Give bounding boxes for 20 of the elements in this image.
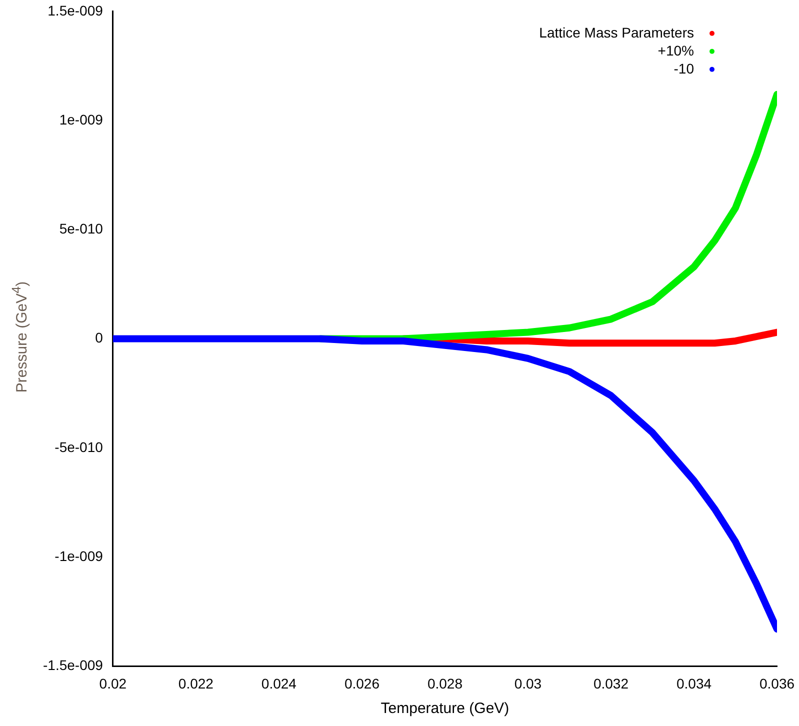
y-tick-label: -1.5e-009 (42, 657, 104, 674)
legend-label: Lattice Mass Parameters (539, 24, 694, 40)
y-tick-label: 5e-010 (59, 220, 104, 237)
legend-label: +10% (658, 42, 694, 58)
y-tick-label: 1e-009 (59, 111, 104, 128)
x-tick-label: 0.024 (261, 675, 297, 692)
y-tick-label: -1e-009 (54, 548, 104, 564)
y-tick-label: -5e-010 (54, 438, 104, 455)
x-axis-title: Temperature (GeV) (380, 700, 510, 718)
x-tick-label: 0.02 (99, 675, 127, 692)
y-tick-label: 0 (95, 330, 104, 346)
y-tick-label: 1.5e-009 (48, 2, 104, 18)
x-tick-label: 0.036 (759, 675, 795, 692)
x-tick-label: 0.028 (427, 675, 463, 692)
x-tick-label: 0.032 (593, 675, 629, 692)
x-tick-label: 0.03 (514, 675, 542, 692)
x-tick-label: 0.026 (344, 675, 380, 692)
legend-label: -10 (674, 60, 694, 76)
x-tick-label: 0.034 (676, 675, 712, 692)
x-tick-label: 0.022 (178, 675, 214, 692)
